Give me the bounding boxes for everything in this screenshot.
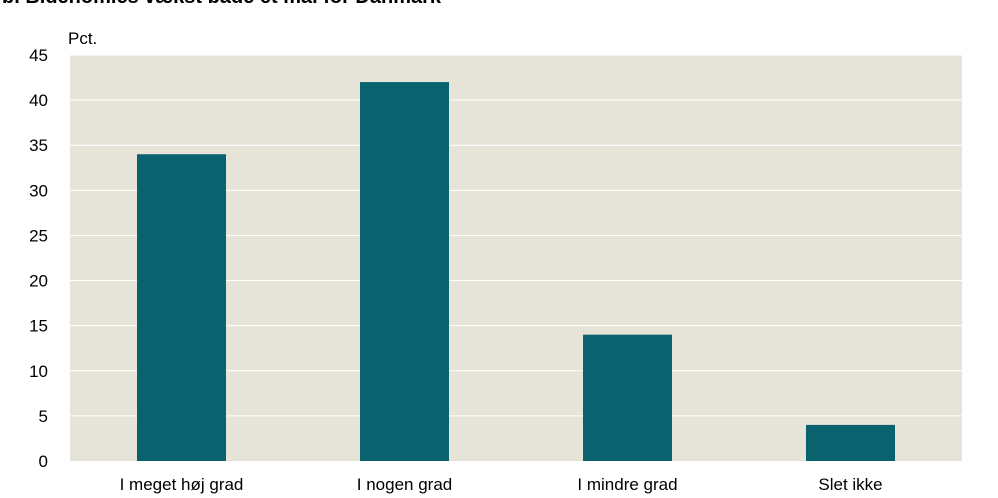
x-tick-label: I nogen grad: [357, 475, 452, 494]
y-tick-label: 45: [29, 46, 48, 65]
y-tick-label: 30: [29, 181, 48, 200]
x-tick-label: I mindre grad: [577, 475, 677, 494]
bar: [360, 82, 449, 462]
bars: [137, 82, 895, 462]
y-axis-ticks: 0 5 10 15 20 25 30 35 40 45: [29, 46, 48, 471]
x-tick-label: Slet ikke: [818, 475, 882, 494]
y-tick-label: 5: [39, 407, 48, 426]
bar: [583, 334, 672, 461]
y-axis-unit-label: Pct.: [68, 29, 97, 48]
bar: [806, 424, 895, 461]
bar: [137, 154, 226, 461]
y-tick-label: 35: [29, 136, 48, 155]
chart-title: b. Bidenomics vækst både et mål for Danm…: [2, 0, 441, 9]
y-tick-label: 20: [29, 272, 48, 291]
y-tick-label: 0: [39, 452, 48, 471]
y-tick-label: 10: [29, 362, 48, 381]
y-tick-label: 25: [29, 226, 48, 245]
x-axis-ticks: I meget høj grad I nogen grad I mindre gra…: [120, 475, 883, 494]
y-tick-label: 15: [29, 317, 48, 336]
x-tick-label: I meget høj grad: [120, 475, 244, 494]
y-tick-label: 40: [29, 91, 48, 110]
